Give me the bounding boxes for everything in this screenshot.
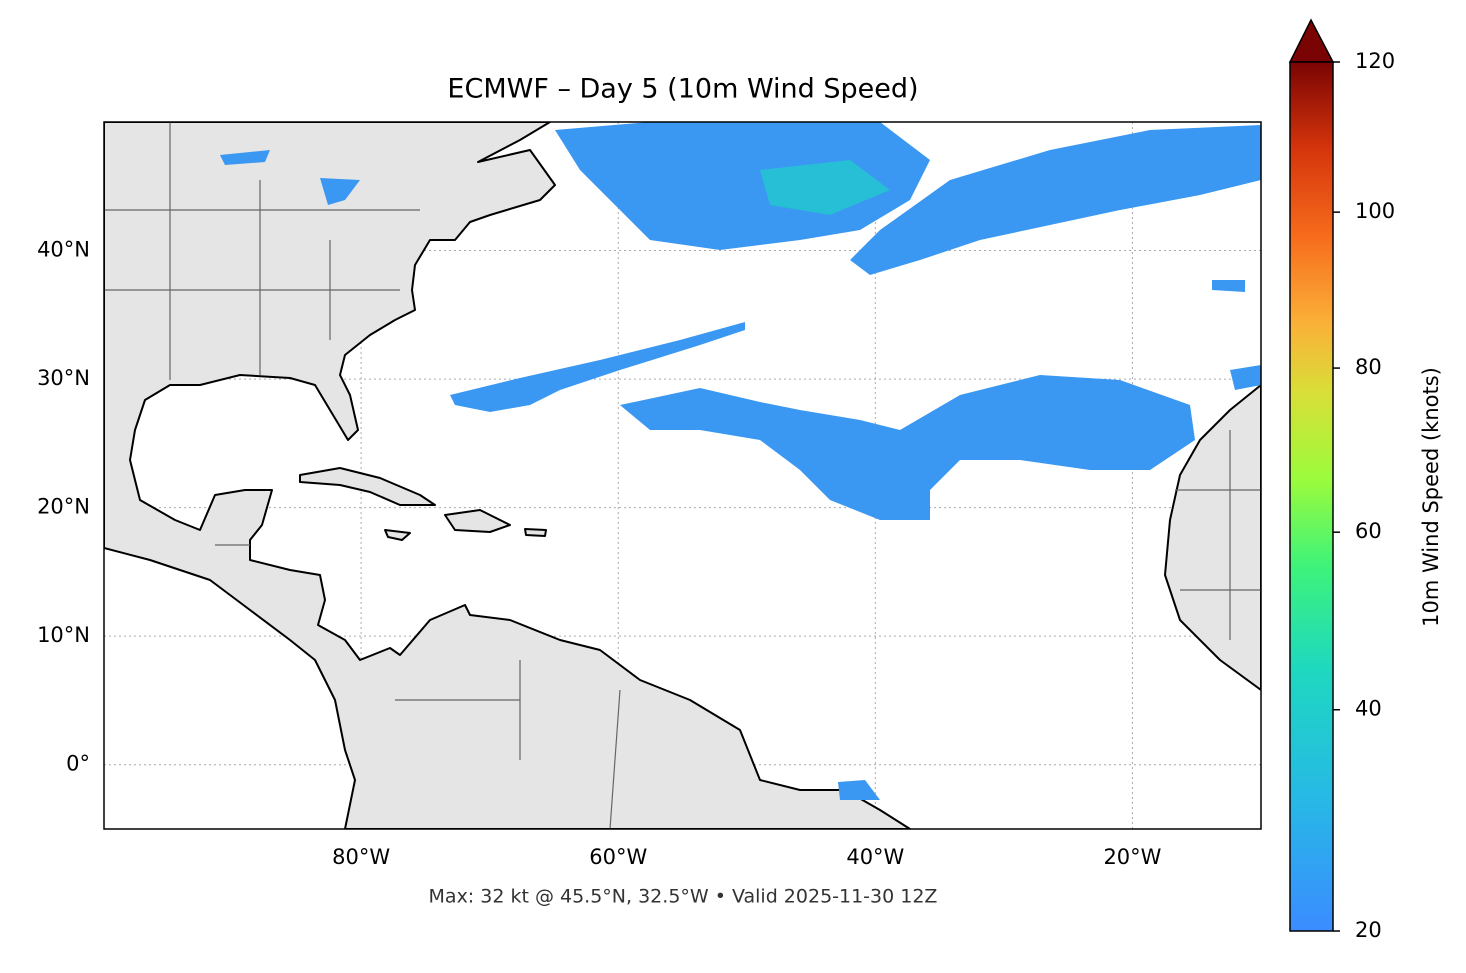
africa — [1164, 384, 1261, 691]
colorbar-tick-label: 80 — [1355, 355, 1382, 379]
colorbar-tick-label: 120 — [1355, 49, 1395, 73]
y-tick-label: 10°N — [37, 623, 90, 647]
colorbar-tick-label: 100 — [1355, 199, 1395, 223]
wind-field — [220, 122, 1261, 800]
cuba — [299, 467, 436, 506]
x-tick-label: 80°W — [332, 845, 390, 869]
y-tick-label: 0° — [66, 752, 90, 776]
colorbar-tick-label: 40 — [1355, 697, 1382, 721]
colorbar-tick-label: 60 — [1355, 519, 1382, 543]
puerto-rico — [524, 528, 547, 537]
colorbar-label: 10m Wind Speed (knots) — [1419, 367, 1443, 627]
y-tick-label: 40°N — [37, 238, 90, 262]
title: ECMWF – Day 5 (10m Wind Speed) — [447, 74, 918, 105]
map — [104, 122, 1261, 829]
x-tick-label: 40°W — [846, 845, 904, 869]
x-tick-label: 20°W — [1103, 845, 1161, 869]
borders — [104, 122, 1261, 829]
hispaniola — [444, 509, 511, 533]
jamaica — [384, 529, 411, 541]
axes: 80°W 60°W 40°W 20°W 0° 10°N 20°N 30°N 40°N — [37, 238, 1162, 869]
colorbar — [1289, 61, 1334, 932]
colorbar-extend — [1288, 18, 1335, 63]
x-tick-label: 60°W — [589, 845, 647, 869]
y-tick-label: 30°N — [37, 366, 90, 390]
footer: Max: 32 kt @ 45.5°N, 32.5°W • Valid 2025… — [429, 886, 938, 908]
americas — [104, 122, 911, 829]
colorbar-tick-label: 20 — [1355, 918, 1382, 942]
y-tick-label: 20°N — [37, 495, 90, 519]
map-frame — [103, 121, 1262, 830]
